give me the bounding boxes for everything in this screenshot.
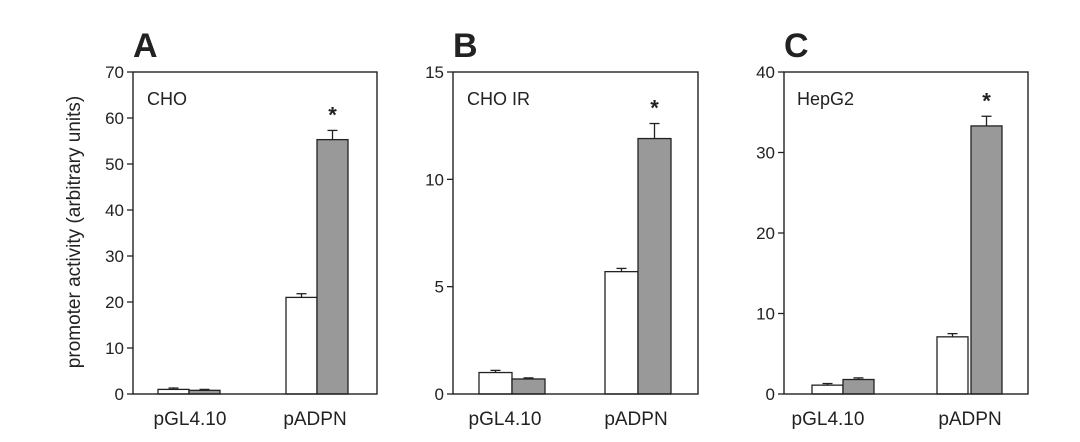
panel-c-ytick-label: 30 (756, 144, 775, 163)
panel-b-letter: B (453, 27, 478, 65)
panel-b-inset-label: CHO IR (467, 89, 530, 109)
panel-b: B CHO IR 0 5 10 15 pGL4.10 pADPN * (425, 27, 699, 430)
panel-a-bars (157, 129, 349, 395)
panel-b-bar-control-pGL4.10 (478, 371, 513, 395)
panel-c-letter: C (784, 27, 809, 65)
panel-b-bars (478, 122, 672, 395)
panel-c-yticks: 0 10 20 30 40 (756, 63, 784, 404)
panel-c-bar-control-pGL4.10 (811, 384, 844, 395)
panel-a-ytick-label: 30 (105, 247, 124, 266)
panel-a-frame (132, 71, 378, 395)
y-axis-label: promoter activity (arbitrary units) (64, 96, 85, 368)
panel-c-ytick-label: 0 (766, 385, 775, 404)
panel-c-inset-label: HepG2 (797, 89, 854, 109)
panel-b-bar-control-pADPN (604, 270, 639, 395)
panel-c-ytick-label: 40 (756, 63, 775, 82)
panel-c-category-label: pGL4.10 (792, 409, 865, 430)
panel-b-frame (452, 71, 699, 395)
panel-b-ytick-label: 10 (425, 170, 444, 189)
panel-b-category-label: pADPN (604, 409, 667, 430)
panel-c-ytick-label: 10 (756, 305, 775, 324)
panel-a-letter: A (133, 27, 158, 65)
panel-c-bar-treated-pGL4.10 (842, 378, 875, 395)
panel-c-bar-control-pADPN (936, 336, 969, 395)
panel-a-yticks: 0 10 20 30 40 50 60 70 (105, 63, 133, 404)
panel-c-significance-star: * (982, 88, 991, 113)
panel-a-ytick-label: 0 (115, 385, 124, 404)
panel-b-ytick-label: 0 (435, 385, 444, 404)
panel-a-ytick-label: 20 (105, 293, 124, 312)
panel-c-category-label: pADPN (938, 409, 1001, 430)
panel-a-ytick-label: 50 (105, 155, 124, 174)
panel-c-ytick-label: 20 (756, 224, 775, 243)
panel-a-ytick-label: 70 (105, 63, 124, 82)
panel-b-ytick-label: 15 (425, 63, 444, 82)
panel-b-significance-star: * (650, 96, 659, 121)
panel-b-yticks: 0 5 10 15 (425, 63, 453, 404)
panel-a-bar-control-pADPN (285, 296, 318, 395)
panel-b-category-label: pGL4.10 (469, 409, 542, 430)
panel-a-ytick-label: 60 (105, 109, 124, 128)
panel-a-ytick-label: 10 (105, 339, 124, 358)
panel-a-bar-treated-pADPN (316, 138, 349, 395)
panel-a-inset-label: CHO (147, 89, 187, 109)
panel-a-significance-star: * (328, 102, 337, 127)
panel-b-bar-treated-pGL4.10 (511, 378, 546, 395)
panel-a-category-label: pGL4.10 (154, 409, 227, 430)
panel-b-bar-treated-pADPN (637, 137, 672, 395)
panel-c: C HepG2 0 10 20 30 40 pGL4.10 pADPN * (756, 27, 1029, 430)
panel-c-bars (811, 115, 1003, 395)
panel-b-ytick-label: 5 (435, 278, 444, 297)
panel-a: A CHO 0 10 20 30 40 50 60 70 pGL4.10 pADPN * (105, 27, 378, 430)
panel-a-category-label: pADPN (283, 409, 346, 430)
panel-a-ytick-label: 40 (105, 201, 124, 220)
panel-c-bar-treated-pADPN (970, 125, 1003, 395)
panel-c-frame (783, 71, 1029, 395)
